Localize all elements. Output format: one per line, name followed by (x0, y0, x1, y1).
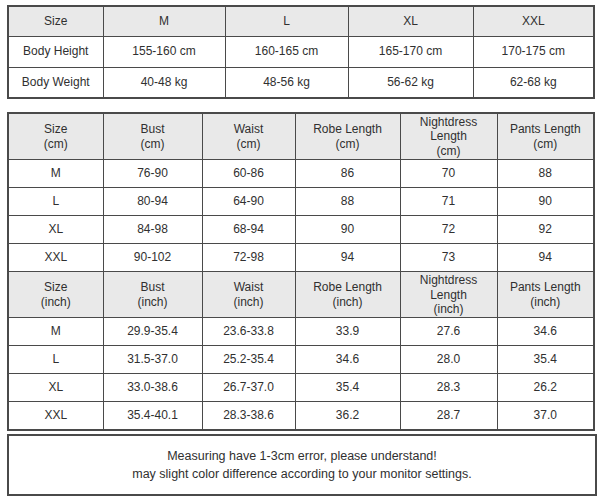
body-height-row: Body Height 155-160 cm 160-165 cm 165-17… (8, 36, 594, 67)
overview-header-xl: XL (348, 6, 473, 36)
table-cell: 76-90 (103, 160, 202, 188)
row-label: M (8, 318, 103, 346)
table-gap (7, 99, 593, 112)
table-cell: 27.6 (400, 318, 497, 346)
table-cell: 33.0-38.6 (103, 374, 202, 402)
overview-header-l: L (225, 6, 348, 36)
table-cell: 33.9 (295, 318, 400, 346)
inch-header-robe-length: Robe Length(inch) (295, 272, 400, 318)
table-cell: 36.2 (295, 402, 400, 430)
table-cell: 26.7-37.0 (202, 374, 295, 402)
table-cell: 26.2 (497, 374, 594, 402)
cm-row-xl: XL 84-98 68-94 90 72 92 (8, 216, 594, 244)
table-cell: 28.7 (400, 402, 497, 430)
inch-header-pants-length: Pants Length(inch) (497, 272, 594, 318)
table-cell: 34.6 (497, 318, 594, 346)
cm-header-nightdress-length: Nightdress Length(cm) (400, 113, 497, 160)
inch-row-l: L 31.5-37.0 25.2-35.4 34.6 28.0 35.4 (8, 346, 594, 374)
table-cell: 84-98 (103, 216, 202, 244)
overview-header-row: Size M L XL XXL (8, 6, 594, 36)
table-cell: 35.4 (295, 374, 400, 402)
table-cell: 72 (400, 216, 497, 244)
row-label: L (8, 188, 103, 216)
table-cell: 37.0 (497, 402, 594, 430)
table-cell: 29.9-35.4 (103, 318, 202, 346)
table-cell: 28.3-38.6 (202, 402, 295, 430)
body-weight-row: Body Weight 40-48 kg 48-56 kg 56-62 kg 6… (8, 67, 594, 98)
table-cell: 40-48 kg (103, 67, 225, 98)
row-label: Body Weight (8, 67, 103, 98)
row-label: M (8, 160, 103, 188)
table-cell: 68-94 (202, 216, 295, 244)
table-cell: 90 (497, 188, 594, 216)
inch-header-size: Size(inch) (8, 272, 103, 318)
size-chart-page: Size M L XL XXL Body Height 155-160 cm 1… (0, 0, 600, 500)
row-label: XL (8, 216, 103, 244)
table-cell: 64-90 (202, 188, 295, 216)
cm-row-l: L 80-94 64-90 88 71 90 (8, 188, 594, 216)
table-cell: 25.2-35.4 (202, 346, 295, 374)
cm-header-bust: Bust(cm) (103, 113, 202, 160)
cm-header-size: Size(cm) (8, 113, 103, 160)
note-line-1: Measuring have 1-3cm error, please under… (167, 447, 437, 465)
table-cell: 28.3 (400, 374, 497, 402)
table-cell: 28.0 (400, 346, 497, 374)
note-box: Measuring have 1-3cm error, please under… (7, 434, 597, 496)
table-cell: 62-68 kg (473, 67, 594, 98)
table-cell: 88 (497, 160, 594, 188)
table-cell: 170-175 cm (473, 36, 594, 67)
overview-header-size: Size (8, 6, 103, 36)
table-cell: 31.5-37.0 (103, 346, 202, 374)
table-cell: 155-160 cm (103, 36, 225, 67)
row-label: L (8, 346, 103, 374)
row-label: XL (8, 374, 103, 402)
table-cell: 23.6-33.8 (202, 318, 295, 346)
table-cell: 35.4 (497, 346, 594, 374)
table-cell: 86 (295, 160, 400, 188)
measurements-table: Size(cm) Bust(cm) Waist(cm) Robe Length(… (7, 112, 595, 431)
cm-row-m: M 76-90 60-86 86 70 88 (8, 160, 594, 188)
inch-header-bust: Bust(inch) (103, 272, 202, 318)
table-cell: 56-62 kg (348, 67, 473, 98)
inch-row-xxl: XXL 35.4-40.1 28.3-38.6 36.2 28.7 37.0 (8, 402, 594, 430)
row-label: Body Height (8, 36, 103, 67)
table-cell: 35.4-40.1 (103, 402, 202, 430)
size-overview-table: Size M L XL XXL Body Height 155-160 cm 1… (7, 5, 595, 99)
table-cell: 92 (497, 216, 594, 244)
table-cell: 48-56 kg (225, 67, 348, 98)
table-cell: 71 (400, 188, 497, 216)
table-cell: 165-170 cm (348, 36, 473, 67)
overview-header-m: M (103, 6, 225, 36)
overview-header-xxl: XXL (473, 6, 594, 36)
row-label: XXL (8, 402, 103, 430)
table-cell: 60-86 (202, 160, 295, 188)
table-cell: 160-165 cm (225, 36, 348, 67)
row-label: XXL (8, 244, 103, 272)
table-cell: 80-94 (103, 188, 202, 216)
table-cell: 88 (295, 188, 400, 216)
table-cell: 94 (497, 244, 594, 272)
cm-header-robe-length: Robe Length(cm) (295, 113, 400, 160)
inch-row-m: M 29.9-35.4 23.6-33.8 33.9 27.6 34.6 (8, 318, 594, 346)
cm-header-pants-length: Pants Length(cm) (497, 113, 594, 160)
table-cell: 94 (295, 244, 400, 272)
note-line-2: may slight color difference according to… (132, 465, 472, 483)
table-cell: 34.6 (295, 346, 400, 374)
cm-header-waist: Waist(cm) (202, 113, 295, 160)
inch-header-row: Size(inch) Bust(inch) Waist(inch) Robe L… (8, 272, 594, 318)
inch-row-xl: XL 33.0-38.6 26.7-37.0 35.4 28.3 26.2 (8, 374, 594, 402)
inch-header-nightdress-length: Nightdress Length(inch) (400, 272, 497, 318)
inch-header-waist: Waist(inch) (202, 272, 295, 318)
cm-header-row: Size(cm) Bust(cm) Waist(cm) Robe Length(… (8, 113, 594, 160)
cm-row-xxl: XXL 90-102 72-98 94 73 94 (8, 244, 594, 272)
table-cell: 90-102 (103, 244, 202, 272)
table-cell: 90 (295, 216, 400, 244)
table-cell: 70 (400, 160, 497, 188)
table-cell: 73 (400, 244, 497, 272)
table-cell: 72-98 (202, 244, 295, 272)
